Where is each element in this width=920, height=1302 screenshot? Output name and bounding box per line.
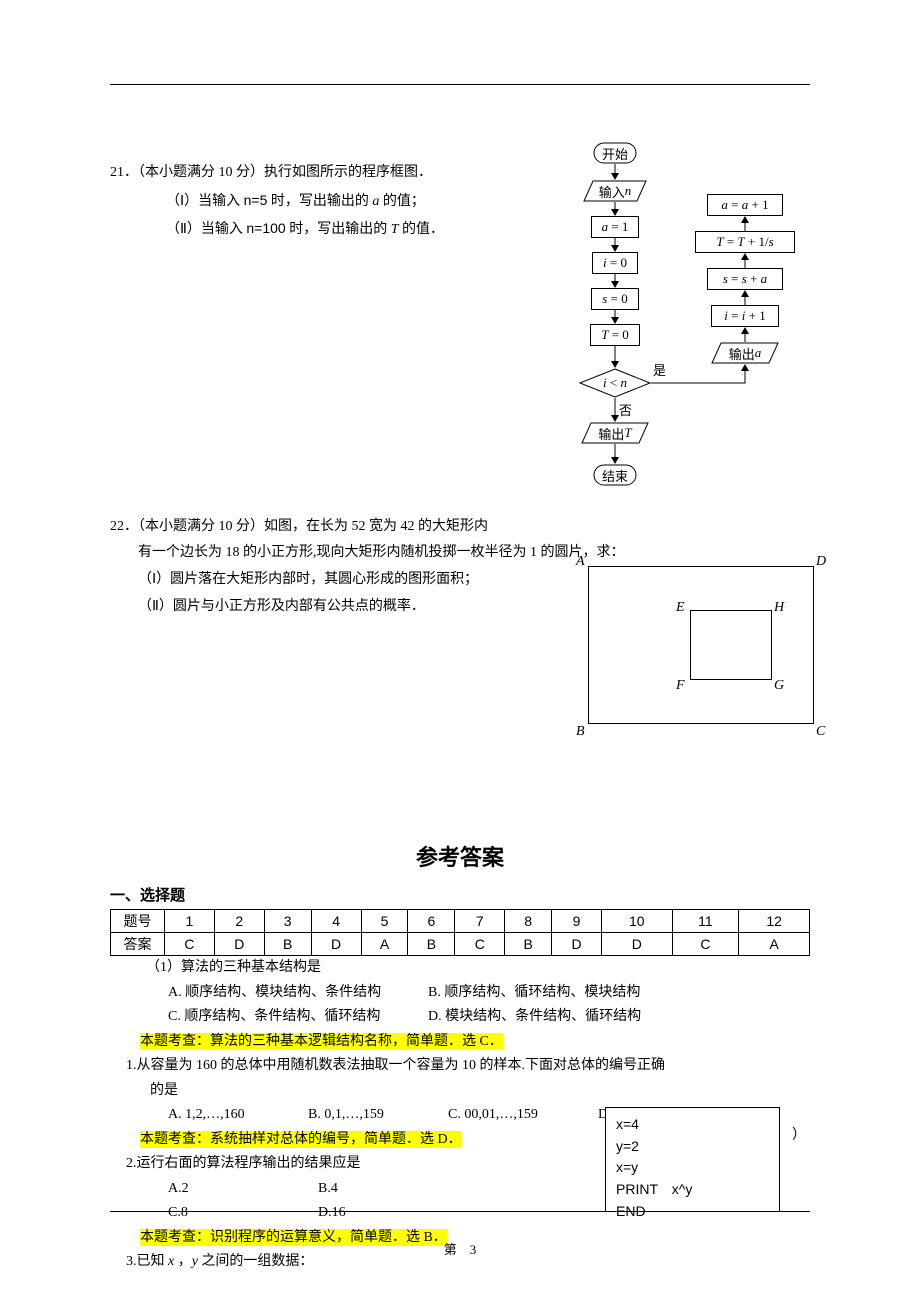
page-top-rule <box>110 84 810 85</box>
header-label: 题号 <box>111 910 165 933</box>
inner-square <box>690 610 772 680</box>
flow-start: 开始 <box>593 142 637 164</box>
ans-7: C <box>455 933 505 956</box>
col-12: 12 <box>739 910 810 933</box>
lbl-F: F <box>676 678 685 694</box>
exp-q1-B: B. 顺序结构、循环结构、模块结构 <box>428 981 640 1006</box>
ans-2: D <box>214 933 264 956</box>
exp-q1-stem: （1）算法的三种基本结构是 <box>110 956 810 981</box>
flow-end: 结束 <box>593 464 637 486</box>
lbl-C: C <box>816 724 825 740</box>
answer-value-row: 答案 C D B D A B C B D D C A <box>111 933 810 956</box>
exp-q2-C: C.8 <box>168 1201 318 1226</box>
exp-q2-B: B.4 <box>318 1177 338 1202</box>
prog-l1: x=4 <box>616 1114 769 1136</box>
ans-6: B <box>408 933 455 956</box>
exp-q1b-B: B. 0,1,…,159 <box>308 1103 448 1128</box>
exp-q1-C: C. 顺序结构、条件结构、循环结构 <box>168 1005 428 1030</box>
program-box: x=4 y=2 x=y PRINT x^y END <box>605 1107 780 1212</box>
col-6: 6 <box>408 910 455 933</box>
section-heading: 一、选择题 <box>110 884 810 905</box>
exp-q1-note-wrap: 本题考查：算法的三种基本逻辑结构名称，简单题．选 C． <box>110 1030 810 1055</box>
ans-9: D <box>552 933 602 956</box>
lbl-A: A <box>576 554 585 570</box>
col-4: 4 <box>311 910 361 933</box>
flow-no-label: 否 <box>619 400 632 419</box>
flow-decision: i < n <box>579 368 651 398</box>
col-9: 9 <box>552 910 602 933</box>
exp-q1b-stem-b: 的是 <box>110 1079 810 1104</box>
exp-q1b-note: 本题考查：系统抽样对总体的编号，简单题．选 D． <box>140 1131 462 1148</box>
exp-q1-D: D. 模块结构、条件结构、循环结构 <box>428 1005 641 1030</box>
ans-4: D <box>311 933 361 956</box>
exp-q2-D: D.16 <box>318 1201 346 1226</box>
col-5: 5 <box>361 910 408 933</box>
ans-12: A <box>739 933 810 956</box>
exp-q1b-stem-a: 1.从容量为 160 的总体中用随机数表法抽取一个容量为 10 的样本.下面对总… <box>110 1054 810 1079</box>
lbl-H: H <box>774 600 784 616</box>
ans-10: D <box>602 933 673 956</box>
flowchart: 开始 输入n a = 1 i = 0 s = 0 T = 0 <box>555 142 840 522</box>
col-7: 7 <box>455 910 505 933</box>
flow-start-label: 开始 <box>593 142 637 164</box>
flow-end-label: 结束 <box>593 464 637 486</box>
exp-q1-note: 本题考查：算法的三种基本逻辑结构名称，简单题．选 C． <box>140 1033 503 1050</box>
lbl-E: E <box>676 600 685 616</box>
exp-q1-row2: C. 顺序结构、条件结构、循环结构 D. 模块结构、条件结构、循环结构 <box>110 1005 810 1030</box>
col-10: 10 <box>602 910 673 933</box>
exp-q2-note: 本题考查：识别程序的运算意义，简单题．选 B． <box>140 1229 447 1246</box>
exp-q2-A: A.2 <box>168 1177 318 1202</box>
answer-header-row: 题号 1 2 3 4 5 6 7 8 9 10 11 12 <box>111 910 810 933</box>
exp-q1-row1: A. 顺序结构、模块结构、条件结构 B. 顺序结构、循环结构、模块结构 <box>110 981 810 1006</box>
prog-l2: y=2 <box>616 1136 769 1158</box>
ans-3: B <box>264 933 311 956</box>
prog-l4: PRINT x^y <box>616 1179 769 1201</box>
ans-5: A <box>361 933 408 956</box>
lbl-G: G <box>774 678 784 694</box>
arrow <box>610 398 620 422</box>
answer-table: 题号 1 2 3 4 5 6 7 8 9 10 11 12 答案 C D B D… <box>110 909 810 956</box>
col-2: 2 <box>214 910 264 933</box>
ans-11: C <box>672 933 739 956</box>
exp-q1b-C: C. 00,01,…,159 <box>448 1103 598 1128</box>
col-3: 3 <box>264 910 311 933</box>
q22-figure: A D B C E H F G <box>576 558 826 734</box>
col-1: 1 <box>165 910 215 933</box>
ans-8: B <box>505 933 552 956</box>
exp-q1-A: A. 顺序结构、模块结构、条件结构 <box>168 981 428 1006</box>
prog-l3: x=y <box>616 1157 769 1179</box>
page-number: 第 3 <box>444 1239 477 1258</box>
col-8: 8 <box>505 910 552 933</box>
row-label: 答案 <box>111 933 165 956</box>
arrow <box>610 444 620 464</box>
lbl-B: B <box>576 724 585 740</box>
col-11: 11 <box>672 910 739 933</box>
page-bottom-rule <box>110 1211 810 1212</box>
exp-q1b-A: A. 1,2,…,160 <box>168 1103 308 1128</box>
ans-1: C <box>165 933 215 956</box>
answers-title: 参考答案 <box>110 840 810 872</box>
flow-output-t: 输出T <box>581 422 649 444</box>
page: 21．（本小题满分 10 分）执行如图所示的程序框图． （Ⅰ）当输入 n=5 时… <box>0 0 920 1302</box>
lbl-D: D <box>816 554 826 570</box>
feedback-path <box>615 178 750 360</box>
